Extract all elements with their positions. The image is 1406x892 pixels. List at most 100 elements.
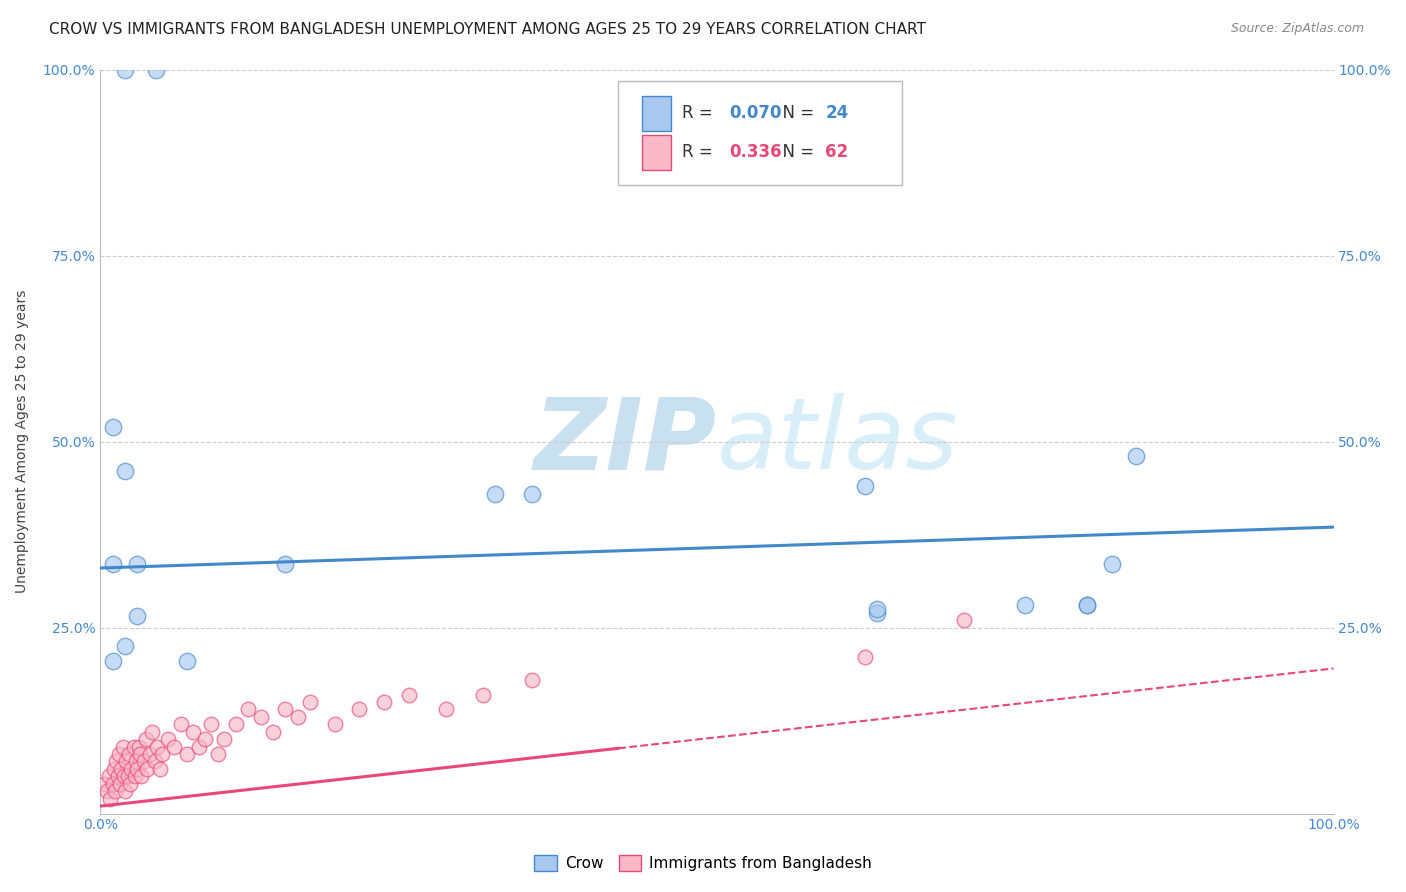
Point	[138, 747, 160, 761]
Text: N =: N =	[772, 144, 820, 161]
Point	[145, 62, 167, 77]
Point	[141, 724, 163, 739]
Point	[129, 769, 152, 783]
Point	[114, 62, 136, 77]
Legend: Crow, Immigrants from Bangladesh: Crow, Immigrants from Bangladesh	[529, 849, 877, 877]
Point	[107, 769, 129, 783]
Point	[1125, 450, 1147, 464]
FancyBboxPatch shape	[641, 135, 671, 169]
Point	[127, 609, 149, 624]
Point	[274, 702, 297, 716]
Point	[127, 762, 149, 776]
Text: R =: R =	[682, 144, 718, 161]
Point	[866, 602, 889, 616]
Point	[225, 717, 247, 731]
Point	[114, 784, 136, 798]
Text: 24: 24	[825, 104, 849, 122]
Point	[238, 702, 260, 716]
Text: Source: ZipAtlas.com: Source: ZipAtlas.com	[1230, 22, 1364, 36]
Point	[98, 791, 121, 805]
Point	[853, 479, 876, 493]
Point	[146, 739, 169, 754]
Point	[112, 769, 135, 783]
Point	[1014, 599, 1036, 613]
Point	[101, 419, 124, 434]
Point	[262, 724, 284, 739]
Point	[115, 755, 138, 769]
Point	[124, 769, 146, 783]
Point	[373, 695, 395, 709]
Point	[274, 558, 297, 572]
Point	[169, 717, 191, 731]
Point	[110, 762, 132, 776]
Point	[132, 755, 155, 769]
Text: R =: R =	[682, 104, 718, 122]
Point	[866, 606, 889, 620]
Point	[1076, 599, 1098, 613]
Text: CROW VS IMMIGRANTS FROM BANGLADESH UNEMPLOYMENT AMONG AGES 25 TO 29 YEARS CORREL: CROW VS IMMIGRANTS FROM BANGLADESH UNEMP…	[49, 22, 927, 37]
Point	[1076, 599, 1098, 613]
Point	[120, 762, 142, 776]
Point	[118, 777, 141, 791]
Point	[434, 702, 457, 716]
Point	[148, 762, 170, 776]
Point	[105, 755, 128, 769]
Point	[194, 732, 217, 747]
Point	[111, 739, 134, 754]
Point	[101, 777, 124, 791]
Point	[114, 464, 136, 478]
Point	[101, 558, 124, 572]
Point	[135, 732, 157, 747]
Text: 0.336: 0.336	[730, 144, 782, 161]
Point	[398, 688, 420, 702]
Point	[108, 747, 131, 761]
Point	[117, 769, 139, 783]
Point	[207, 747, 229, 761]
Point	[181, 724, 204, 739]
Point	[93, 777, 115, 791]
Point	[471, 688, 494, 702]
Point	[150, 747, 173, 761]
Point	[287, 710, 309, 724]
FancyBboxPatch shape	[641, 95, 671, 130]
Point	[122, 739, 145, 754]
FancyBboxPatch shape	[619, 80, 901, 185]
Text: atlas: atlas	[717, 393, 959, 490]
Point	[96, 784, 118, 798]
Point	[101, 654, 124, 668]
Point	[520, 486, 543, 500]
Point	[200, 717, 222, 731]
Point	[349, 702, 371, 716]
Point	[188, 739, 211, 754]
Point	[298, 695, 321, 709]
Point	[520, 673, 543, 687]
Text: 62: 62	[825, 144, 849, 161]
Point	[136, 762, 159, 776]
Point	[323, 717, 346, 731]
Point	[103, 762, 125, 776]
Point	[157, 732, 180, 747]
Point	[952, 613, 974, 627]
Point	[176, 654, 198, 668]
Text: 0.070: 0.070	[730, 104, 782, 122]
Point	[98, 769, 121, 783]
Y-axis label: Unemployment Among Ages 25 to 29 years: Unemployment Among Ages 25 to 29 years	[15, 290, 30, 593]
Point	[128, 747, 150, 761]
Point	[249, 710, 271, 724]
Point	[104, 784, 127, 798]
Point	[127, 558, 149, 572]
Point	[108, 777, 131, 791]
Point	[176, 747, 198, 761]
Point	[118, 747, 141, 761]
Point	[143, 755, 166, 769]
Text: N =: N =	[772, 104, 820, 122]
Point	[853, 650, 876, 665]
Point	[114, 639, 136, 653]
Point	[163, 739, 186, 754]
Point	[1101, 558, 1123, 572]
Point	[128, 739, 150, 754]
Point	[212, 732, 235, 747]
Point	[484, 486, 506, 500]
Point	[125, 755, 148, 769]
Text: ZIP: ZIP	[534, 393, 717, 490]
